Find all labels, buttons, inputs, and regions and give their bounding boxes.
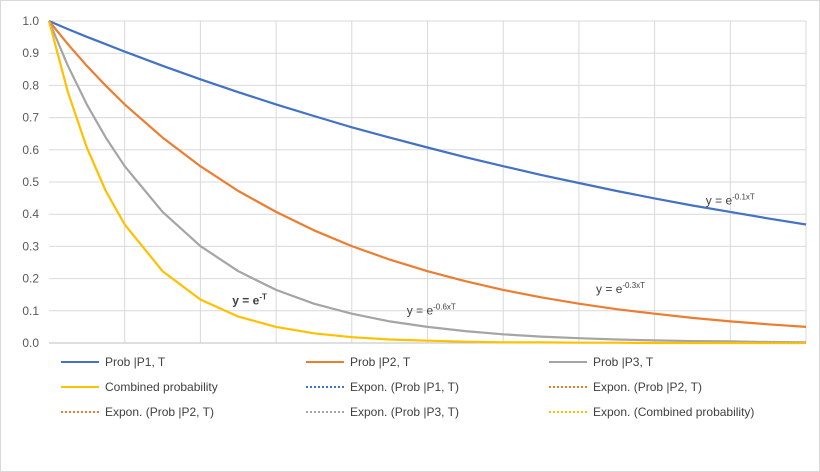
trendline-equation: y = e-0.6xT xyxy=(407,303,456,318)
legend-item: Expon. (Prob |P2, T) xyxy=(549,378,702,396)
legend-item: Combined probability xyxy=(61,378,218,396)
trendline-equation: y = e-T xyxy=(232,292,267,307)
trendline xyxy=(48,20,807,225)
equation-exponent: -0.6xT xyxy=(433,303,456,312)
legend-item: Prob |P2, T xyxy=(306,353,410,371)
legend-swatch xyxy=(61,411,99,413)
y-tick-label: 0.0 xyxy=(22,336,39,350)
equation-exponent: -0.1xT xyxy=(732,193,755,202)
legend-item: Prob |P1, T xyxy=(61,353,165,371)
trendline xyxy=(48,20,806,344)
y-tick-label: 0.2 xyxy=(22,272,39,286)
legend-swatch xyxy=(61,361,99,363)
legend-swatch xyxy=(549,386,587,388)
y-tick-label: 1.0 xyxy=(22,14,39,28)
legend-label: Expon. (Prob |P3, T) xyxy=(350,405,459,419)
y-tick-label: 0.5 xyxy=(22,175,39,189)
legend-item: Expon. (Prob |P3, T) xyxy=(306,403,459,421)
legend-label: Combined probability xyxy=(105,380,218,394)
legend-item: Expon. (Prob |P2, T) xyxy=(61,403,214,421)
legend-label: Prob |P1, T xyxy=(105,355,166,369)
equation-exponent: -0.3xT xyxy=(622,281,645,290)
equation-base: y = e xyxy=(706,194,733,208)
legend-swatch xyxy=(61,386,99,388)
legend-label: Prob |P3, T xyxy=(593,355,654,369)
legend-item: Expon. (Prob |P1, T) xyxy=(306,378,459,396)
legend-label: Expon. (Combined probability) xyxy=(593,405,755,419)
trendline xyxy=(48,20,807,343)
legend-swatch xyxy=(549,361,587,363)
y-tick-label: 0.7 xyxy=(22,111,39,125)
legend-swatch xyxy=(549,411,587,413)
legend-swatch xyxy=(306,386,344,388)
legend-label: Expon. (Prob |P1, T) xyxy=(350,380,459,394)
y-tick-label: 0.6 xyxy=(22,143,39,157)
equation-exponent: -T xyxy=(259,292,267,301)
y-tick-label: 0.9 xyxy=(22,46,39,60)
legend-label: Prob |P2, T xyxy=(350,355,411,369)
legend-swatch xyxy=(306,411,344,413)
legend-label: Expon. (Prob |P2, T) xyxy=(105,405,214,419)
equation-base: y = e xyxy=(596,282,623,296)
trendline-equation: y = e-0.3xT xyxy=(596,281,645,296)
series-line xyxy=(48,20,807,328)
y-tick-label: 0.8 xyxy=(22,78,39,92)
equation-base: y = e xyxy=(407,304,434,318)
trendline-equation: y = e-0.1xT xyxy=(706,193,755,208)
legend-item: Prob |P3, T xyxy=(549,353,653,371)
y-tick-label: 0.4 xyxy=(22,207,39,221)
y-tick-label: 0.1 xyxy=(22,304,39,318)
legend-item: Expon. (Combined probability) xyxy=(549,403,754,421)
y-tick-label: 0.3 xyxy=(22,239,39,253)
legend-label: Expon. (Prob |P2, T) xyxy=(593,380,702,394)
plot-area: 0.00.10.20.30.40.50.60.70.80.91.00123456… xyxy=(22,14,813,365)
equation-base: y = e xyxy=(232,293,259,307)
legend-swatch xyxy=(306,361,344,363)
